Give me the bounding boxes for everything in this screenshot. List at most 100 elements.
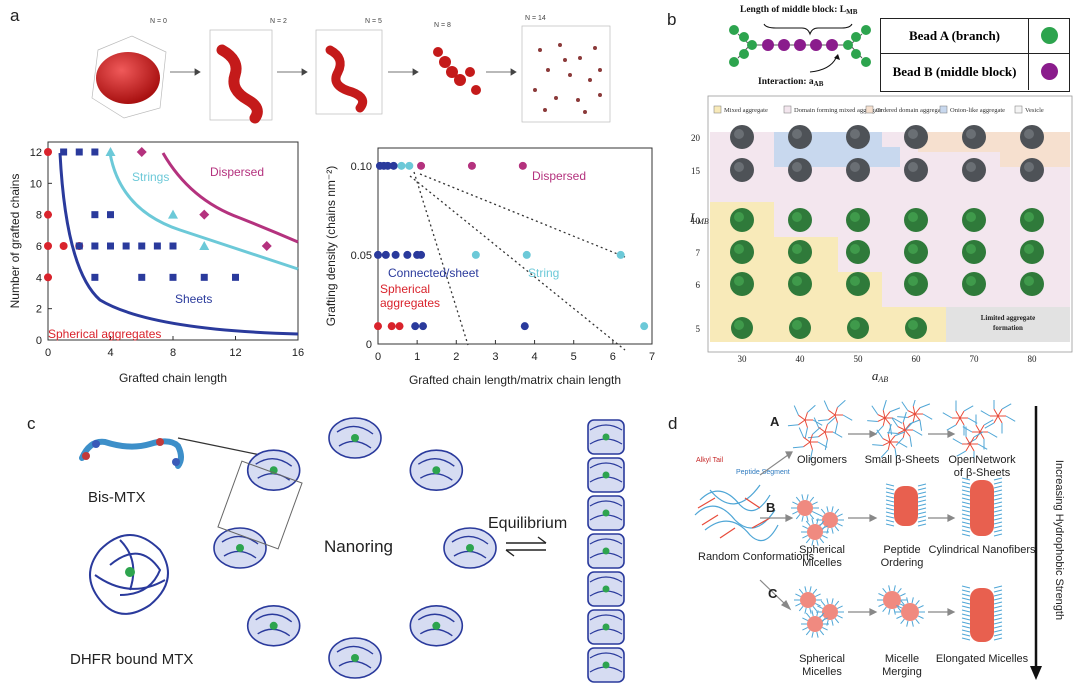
snapshot-4 [521, 25, 611, 123]
merging-micelle [877, 585, 907, 615]
a-left-xlabel: Grafted chain length [119, 371, 227, 385]
snapshot-0 [91, 35, 167, 119]
a-right-xtick: 5 [571, 351, 577, 363]
fiber-unit [587, 419, 625, 455]
data-point-string [105, 147, 116, 156]
hydrophobic-label: Increasing Hydrophobic Strength [1053, 460, 1065, 620]
b-ytick: 6 [696, 280, 701, 290]
b-xtick: 30 [738, 354, 748, 364]
peptide-ordering-shape [885, 483, 927, 527]
a-left-ytick: 10 [30, 178, 42, 190]
aggregate-highlight [734, 244, 744, 254]
b-xtick: 60 [912, 354, 922, 364]
hydrophobic-arrow [1030, 406, 1042, 680]
legend-b-label: Bead B (middle block) [881, 54, 1029, 90]
legend-row-b: Bead B (middle block) [881, 54, 1069, 90]
dhfr-unit [409, 604, 464, 647]
a-left-ytick: 0 [36, 335, 42, 347]
aggregate-highlight [734, 129, 744, 139]
strings-boundary [108, 152, 299, 271]
data-point-sheet [389, 161, 398, 170]
small-sheet [872, 423, 908, 459]
svg-text:Interaction: aAB: Interaction: aAB [758, 77, 824, 88]
spherical-micelles-label-c: Spherical Micelles [799, 653, 845, 678]
chart-a-right: 0 0.05 0.10 0 1 2 3 4 5 6 7 Grafted chain length/… [324, 147, 655, 387]
b-xtick: 70 [970, 354, 980, 364]
aggregate-highlight [966, 129, 976, 139]
spherical-micelles-label: Spherical Micelles [799, 544, 845, 569]
data-point-dispersed [199, 209, 210, 220]
aggregate-highlight [1024, 129, 1034, 139]
small-sheets-label: Small β-Sheets [865, 454, 940, 466]
aggregate-highlight [850, 276, 860, 286]
aggregate-highlight [908, 129, 918, 139]
oligomer [817, 400, 853, 434]
dhfr-unit [328, 637, 382, 679]
fiber-unit [587, 533, 625, 569]
a-left-xtick: 12 [229, 347, 241, 359]
equilibrium-arrows [505, 536, 547, 557]
data-point-string [640, 322, 649, 331]
data-point-sheet [200, 273, 208, 281]
b-yaxis: L [689, 210, 697, 225]
cylindrical-label: Cylindrical Nanofibers [929, 544, 1036, 556]
data-point-spherical [395, 322, 404, 331]
random-conformations [694, 484, 779, 542]
a-left-ytick: 2 [36, 304, 42, 316]
data-point-sheet [107, 211, 114, 219]
aggregate-highlight [908, 244, 918, 254]
equilibrium-label: Equilibrium [488, 515, 567, 532]
svg-text:LMB: LMB [689, 210, 709, 226]
data-point-spherical [44, 210, 52, 219]
label-dispersed-r: Dispersed [532, 169, 586, 183]
data-point-spherical [374, 322, 382, 331]
mtx-bound [125, 567, 135, 577]
legend-b-swatch [1029, 63, 1069, 81]
data-point-sheet [374, 250, 382, 259]
aggregate-highlight [1024, 212, 1034, 222]
micelle-merging-label: Micelle Merging [882, 653, 922, 678]
aggregate-highlight [966, 276, 976, 286]
aggregate-highlight [792, 212, 802, 222]
route-arrows [759, 430, 956, 616]
snapshot-label-0: N = 0 [150, 18, 167, 25]
snapshot-strip: N = 0 N = 2 N = 5 N = 8 N = 14 [91, 15, 611, 124]
legend-row-a: Bead A (branch) [881, 19, 1069, 54]
fiber-unit [587, 609, 625, 645]
b-ytick: 15 [691, 166, 701, 176]
interaction-label: Interaction: a [758, 77, 814, 87]
b-molecule-schematic: Length of middle block: LMB Interaction:… [729, 5, 871, 88]
b-ytick: 10 [691, 216, 701, 226]
route-b: B [766, 500, 775, 515]
data-point-sheet [75, 148, 83, 156]
data-point-sheet [419, 322, 428, 331]
data-point-sheet [122, 242, 130, 250]
aggregate-highlight [966, 162, 976, 172]
a-left-xtick: 16 [292, 347, 304, 359]
data-point-string [199, 241, 210, 250]
fiber-stack [587, 419, 625, 683]
b-xtick: 50 [854, 354, 864, 364]
data-point-sheet [138, 273, 146, 281]
a-right-xtick: 7 [649, 351, 655, 363]
dispersed-boundary [161, 152, 299, 244]
label-strings: Strings [132, 170, 169, 184]
data-point-dispersed [467, 161, 476, 170]
aggregate-highlight [1024, 162, 1034, 172]
data-point-sheet [381, 250, 390, 259]
elongated-label: Elongated Micelles [936, 653, 1029, 665]
interaction-sub: AB [814, 80, 824, 88]
fiber-unit [587, 647, 625, 683]
aggregate-highlight [850, 129, 860, 139]
a-left-xtick: 4 [107, 347, 113, 359]
snapshot-2 [315, 29, 383, 115]
route-a: A [770, 414, 780, 429]
a-left-xtick: 8 [170, 347, 176, 359]
a-right-xtick: 1 [414, 351, 420, 363]
b-ytick: 5 [696, 324, 701, 334]
spherical-micelle [801, 610, 829, 638]
network-sheet [942, 400, 978, 436]
aggregate-highlight [908, 212, 918, 222]
dhfr-unit [328, 417, 382, 459]
data-point-sheet [91, 242, 99, 250]
